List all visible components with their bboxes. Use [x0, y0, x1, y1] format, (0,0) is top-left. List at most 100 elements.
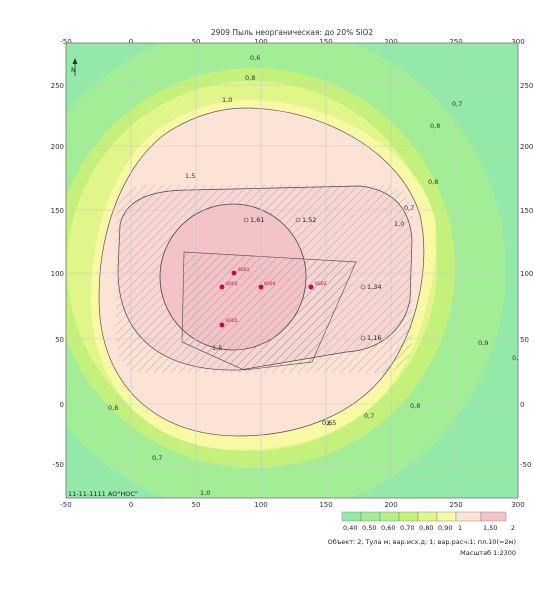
color-legend: 0,40 0,50 0,60 0,70 0,80 0,90 1 1,50 2	[341, 511, 515, 532]
legend-label: 1	[458, 524, 462, 532]
source-label: 6005	[226, 318, 238, 324]
legend-label: 0,50	[362, 524, 376, 532]
x-tick-bottom: 50	[192, 501, 201, 509]
y-tick-left: 50	[55, 336, 64, 344]
y-tick-right: 0	[520, 401, 524, 409]
contour-label: 1,5	[185, 172, 195, 180]
legend-swatch	[436, 511, 457, 522]
y-tick-left: 250	[51, 82, 64, 90]
receptor-point: 1,52	[295, 216, 316, 224]
contour-label: 1,0	[200, 489, 210, 497]
legend-label: 0,70	[400, 524, 414, 532]
legend-label: 0,60	[381, 524, 395, 532]
contour-label: 1,0	[222, 96, 232, 104]
contour-label: 0,7	[364, 412, 374, 420]
y-axis-left: 250 200 150 100 50 0 -50	[51, 82, 64, 469]
legend-swatch	[398, 511, 419, 522]
source-label: 6003	[226, 281, 238, 287]
contour-label: 0,8	[430, 122, 440, 130]
y-tick-right: 200	[520, 143, 533, 151]
receptor-label: 1,52	[302, 216, 316, 224]
x-tick-bottom: -50	[60, 501, 71, 509]
contour-label: 0,8	[245, 74, 255, 82]
receptor-point: 1,34	[360, 283, 381, 291]
emission-source: 6003	[219, 281, 238, 290]
y-tick-left: 100	[51, 270, 64, 278]
legend-label: 1,50	[483, 524, 497, 532]
legend-swatch	[455, 511, 482, 522]
receptor-label: 1,16	[367, 334, 381, 342]
y-tick-left: 200	[51, 143, 64, 151]
plot-frame	[65, 42, 519, 499]
contour-label: 0,7	[152, 454, 162, 462]
map-scale: Масштаб 1:2300	[460, 549, 516, 557]
north-arrow-icon: N	[71, 58, 78, 76]
y-tick-left: -50	[53, 461, 64, 469]
x-tick-top: 50	[192, 38, 201, 46]
contour-label: 0,8	[410, 402, 420, 410]
svg-text:N: N	[71, 66, 76, 74]
footer-left-label: 11-11-1111 АО"НОС"	[68, 490, 138, 498]
y-tick-left: 150	[51, 207, 64, 215]
contour-label: 0,7	[404, 204, 414, 212]
contour-label: 0,8	[428, 178, 438, 186]
legend-label: 2	[511, 524, 515, 532]
x-axis-top: -50 0 50 100 150 200 250 300	[60, 38, 524, 46]
y-tick-right: 150	[520, 207, 533, 215]
x-tick-top: 150	[319, 38, 332, 46]
x-tick-bottom: 150	[319, 501, 332, 509]
emission-source: 6005	[219, 318, 238, 328]
grid	[66, 43, 518, 498]
contour-label: 0,7	[452, 100, 462, 108]
source-label: 6001	[238, 267, 250, 273]
x-tick-top: 0	[129, 38, 133, 46]
contour-label: 1,5	[326, 419, 336, 427]
x-tick-top: 100	[254, 38, 267, 46]
emission-source: 6002	[308, 281, 327, 290]
legend-label: 0,90	[438, 524, 452, 532]
y-tick-left: 0	[60, 401, 64, 409]
y-tick-right: 250	[520, 82, 533, 90]
contour-label: 0,6	[322, 419, 332, 427]
legend-label: 0,40	[343, 524, 357, 532]
contour-label: 0,9	[512, 354, 522, 362]
legend-label: 0,80	[419, 524, 433, 532]
x-tick-bottom: 200	[384, 501, 397, 509]
y-tick-right: 100	[520, 270, 533, 278]
emission-source: 6004	[258, 281, 276, 290]
source-label: 6002	[315, 281, 327, 287]
contour-label: 1,5	[212, 344, 222, 352]
y-tick-right: -50	[520, 461, 531, 469]
x-tick-bottom: 100	[254, 501, 267, 509]
legend-swatch	[480, 511, 507, 522]
contour-label: 0,6	[250, 54, 260, 62]
contour-label: 0,8	[108, 404, 118, 412]
receptor-point: 1,61	[243, 216, 264, 224]
receptor-label: 1,34	[367, 283, 381, 291]
x-tick-top: 200	[384, 38, 397, 46]
legend-swatch	[417, 511, 438, 522]
x-tick-bottom: 0	[129, 501, 133, 509]
x-tick-top: 300	[511, 38, 524, 46]
contour-label: 0,9	[478, 339, 488, 347]
legend-swatch	[341, 511, 362, 522]
x-tick-top: -50	[60, 38, 71, 46]
source-label: 6004	[264, 281, 276, 287]
legend-swatch	[379, 511, 400, 522]
enterprise-polygon	[181, 251, 357, 371]
object-info: Объект: 2, Тула м; вар.исх.д: 1; вар.рас…	[328, 538, 516, 546]
x-tick-bottom: 300	[511, 501, 524, 509]
y-axis-right: 250 200 150 100 50 0 -50	[520, 82, 533, 469]
receptor-point: 1,16	[360, 334, 381, 342]
contour-label: 1,0	[394, 220, 404, 228]
x-tick-bottom: 250	[449, 501, 462, 509]
contour-field: 0,6 0,8 1,0 1,5 0,7 0,8 0,8 0,7 1,0 0,9 …	[66, 43, 522, 498]
emission-source: 6001	[231, 267, 250, 276]
x-tick-top: 250	[449, 38, 462, 46]
receptor-label: 1,61	[250, 216, 264, 224]
legend-swatch	[360, 511, 381, 522]
map-title: 2909 Пыль неорганическая: до 20% SiO2	[211, 28, 373, 37]
x-axis-bottom: -50 0 50 100 150 200 250 300	[60, 501, 524, 509]
y-tick-right: 50	[520, 336, 529, 344]
